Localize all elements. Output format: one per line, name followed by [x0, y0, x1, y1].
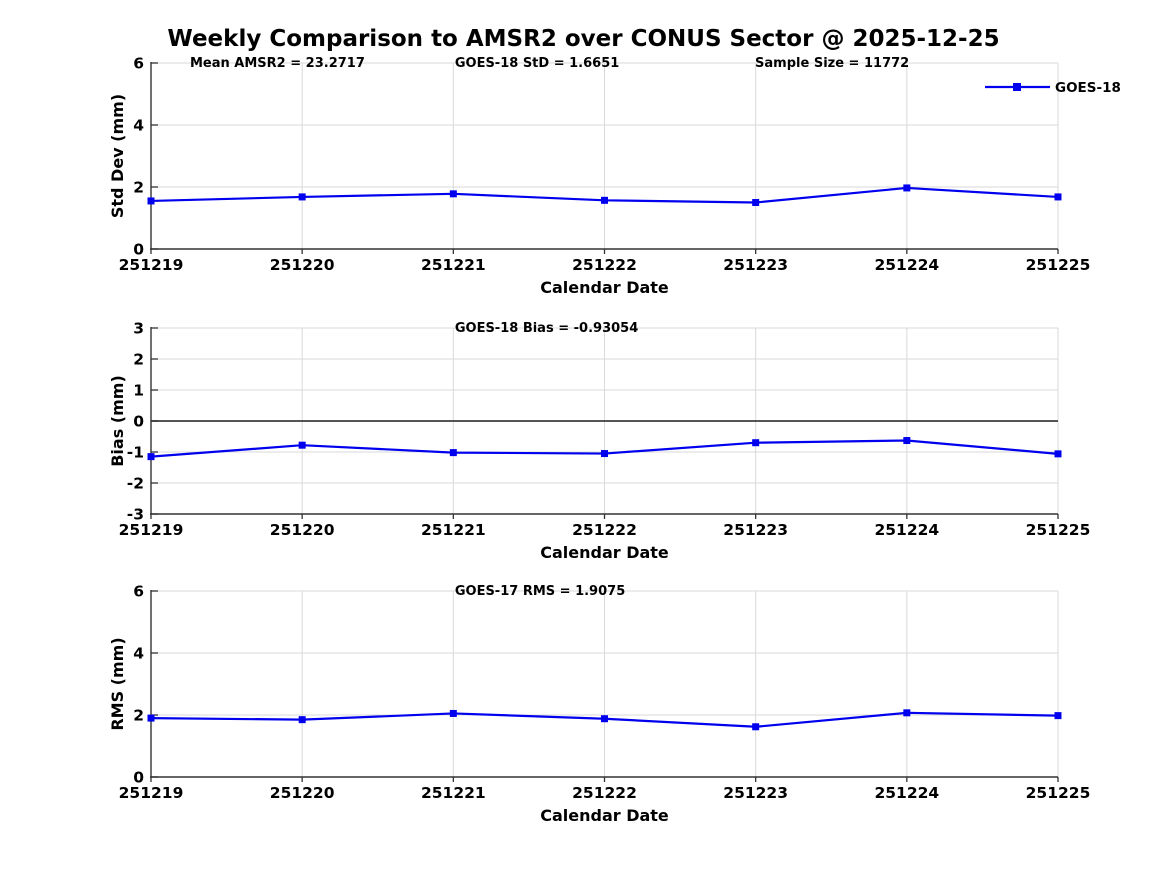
y-tick-label: 0 — [133, 769, 144, 787]
x-tick-label: 251219 — [119, 256, 184, 274]
y-tick-label: 4 — [133, 117, 144, 135]
legend-label: GOES-18 — [1055, 80, 1121, 96]
gridlines — [150, 62, 1059, 249]
x-axis-label: Calendar Date — [540, 278, 669, 297]
x-tick-label: 251223 — [723, 784, 788, 802]
x-tick-label: 251225 — [1026, 521, 1091, 539]
x-tick-label: 251223 — [723, 521, 788, 539]
data-point — [752, 439, 760, 447]
x-tick-label: 251220 — [270, 256, 335, 274]
annotation: Mean AMSR2 = 23.2717 — [190, 56, 365, 71]
y-tick-label: 0 — [133, 413, 144, 431]
tick-marks — [150, 327, 1059, 519]
subplot-std-dev: 0 2 4 6 251219 251220 251221 251222 251223 251224… — [108, 55, 1121, 298]
y-axis-label: Std Dev (mm) — [108, 94, 127, 218]
x-tick-label: 251224 — [874, 784, 939, 802]
x-tick-label: 251224 — [874, 521, 939, 539]
data-point — [752, 199, 760, 206]
data-point — [298, 193, 306, 201]
data-point — [903, 184, 911, 192]
x-tick-label: 251223 — [723, 256, 788, 274]
tick-marks — [150, 62, 1059, 254]
data-point — [449, 190, 457, 198]
y-tick-label: 2 — [133, 351, 144, 369]
data-point — [903, 709, 911, 717]
y-tick-label: -2 — [127, 475, 144, 493]
x-tick-label: 251219 — [119, 784, 184, 802]
y-axis-label: Bias (mm) — [108, 375, 127, 467]
annotation: GOES-18 Bias = -0.93054 — [455, 321, 638, 336]
x-tick-label: 251222 — [572, 256, 637, 274]
x-tick-label: 251220 — [270, 521, 335, 539]
data-point — [147, 197, 155, 205]
data-point — [601, 715, 608, 723]
x-tick-label: 251219 — [119, 521, 184, 539]
data-point — [449, 449, 457, 457]
data-point — [449, 709, 457, 717]
data-point — [903, 437, 911, 445]
y-tick-label: -1 — [127, 444, 144, 462]
x-tick-label: 251221 — [421, 256, 486, 274]
legend-marker — [1013, 83, 1021, 91]
data-point — [298, 716, 306, 724]
y-tick-label: 0 — [133, 241, 144, 259]
x-tick-label: 251222 — [572, 784, 637, 802]
data-point — [1054, 712, 1062, 720]
x-tick-label: 251221 — [421, 784, 486, 802]
x-tick-label: 251225 — [1026, 256, 1091, 274]
data-point — [298, 441, 306, 449]
figure-title: Weekly Comparison to AMSR2 over CONUS Se… — [167, 26, 1000, 52]
y-axis-label: RMS (mm) — [108, 637, 127, 730]
y-tick-label: 2 — [133, 179, 144, 197]
y-tick-label: 3 — [133, 320, 144, 338]
legend: GOES-18 — [985, 80, 1121, 96]
data-point — [1054, 450, 1062, 458]
x-tick-label: 251225 — [1026, 784, 1091, 802]
subplot-bias: -3 -2 -1 0 1 2 3 251219 251220 251221 251222 251223… — [108, 320, 1090, 563]
gridlines — [150, 590, 1059, 777]
y-tick-label: 2 — [133, 707, 144, 725]
x-tick-label: 251220 — [270, 784, 335, 802]
subplot-rms: 0 2 4 6 251219 251220 251221 251222 251223 251224… — [108, 583, 1090, 826]
x-axis-label: Calendar Date — [540, 806, 669, 825]
x-axis-label: Calendar Date — [540, 543, 669, 562]
y-tick-label: 6 — [133, 583, 144, 601]
annotation: GOES-17 RMS = 1.9075 — [455, 584, 625, 599]
x-tick-label: 251224 — [874, 256, 939, 274]
annotation: Sample Size = 11772 — [755, 56, 909, 71]
data-point — [601, 196, 608, 204]
x-tick-label: 251221 — [421, 521, 486, 539]
data-point — [601, 450, 608, 458]
x-tick-label: 251222 — [572, 521, 637, 539]
data-point — [147, 714, 155, 722]
data-point — [147, 453, 155, 461]
y-tick-label: -3 — [127, 506, 144, 524]
data-point — [752, 723, 760, 731]
y-tick-label: 1 — [133, 382, 144, 400]
y-tick-label: 4 — [133, 645, 144, 663]
annotation: GOES-18 StD = 1.6651 — [455, 56, 619, 71]
data-point — [1054, 193, 1062, 201]
y-tick-label: 6 — [133, 55, 144, 73]
